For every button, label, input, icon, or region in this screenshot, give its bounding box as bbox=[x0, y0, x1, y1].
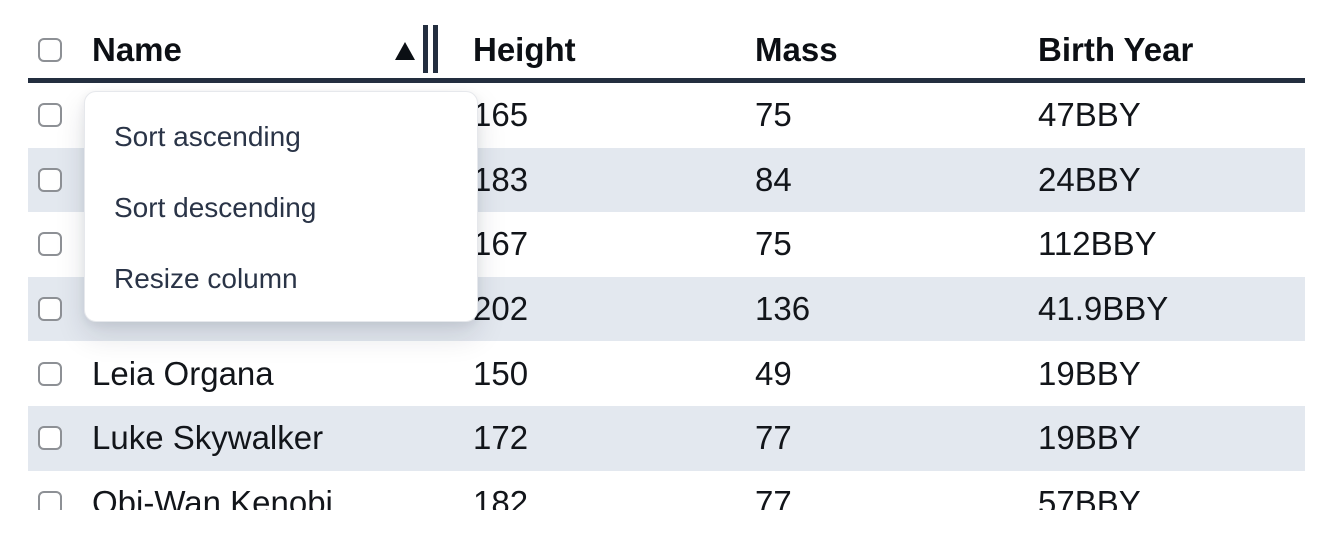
table-row[interactable]: Luke Skywalker 172 77 19BBY bbox=[28, 405, 1305, 471]
cell-height: 172 bbox=[473, 419, 529, 457]
cell-mass: 77 bbox=[755, 483, 792, 510]
cell-birth-year: 57BBY bbox=[1038, 483, 1141, 510]
sort-ascending-icon bbox=[395, 42, 415, 60]
row-checkbox[interactable] bbox=[38, 103, 62, 128]
table-header-row: Name Height Mass Birth Year bbox=[28, 0, 1305, 83]
row-checkbox[interactable] bbox=[38, 167, 62, 192]
cell-height: 202 bbox=[473, 290, 529, 328]
resize-bar-icon bbox=[423, 25, 428, 73]
row-checkbox[interactable] bbox=[38, 232, 62, 257]
cell-mass: 75 bbox=[755, 96, 792, 134]
menu-item-sort-descending[interactable]: Sort descending bbox=[114, 191, 317, 223]
characters-table: Name Height Mass Birth Year 165 75 47BBY bbox=[28, 0, 1305, 510]
table-row[interactable]: 167 75 112BBY bbox=[28, 212, 1305, 277]
cell-birth-year: 24BBY bbox=[1038, 160, 1141, 198]
table-row[interactable]: Obi-Wan Kenobi 182 77 57BBY bbox=[28, 471, 1305, 510]
resize-bar-icon bbox=[433, 25, 438, 73]
cell-birth-year: 19BBY bbox=[1038, 354, 1141, 392]
column-resize-handle[interactable] bbox=[423, 25, 438, 73]
menu-item-resize-column[interactable]: Resize column bbox=[114, 262, 298, 294]
cell-name: Obi-Wan Kenobi bbox=[92, 483, 333, 510]
cell-mass: 49 bbox=[755, 354, 792, 392]
cell-height: 165 bbox=[473, 96, 529, 134]
cell-height: 182 bbox=[473, 483, 529, 510]
cell-height: 150 bbox=[473, 354, 529, 392]
select-all-checkbox[interactable] bbox=[38, 38, 62, 62]
row-select-cell bbox=[28, 361, 78, 386]
cell-mass: 136 bbox=[755, 290, 811, 328]
table-row[interactable]: 202 136 41.9BBY bbox=[28, 276, 1305, 342]
column-header-mass[interactable]: Mass bbox=[755, 31, 838, 68]
menu-item-sort-ascending[interactable]: Sort ascending bbox=[114, 120, 301, 152]
table-row[interactable]: Leia Organa 150 49 19BBY bbox=[28, 341, 1305, 406]
cell-birth-year: 112BBY bbox=[1038, 225, 1157, 263]
row-checkbox[interactable] bbox=[38, 297, 62, 322]
column-header-birth-year[interactable]: Birth Year bbox=[1038, 31, 1194, 68]
row-select-cell bbox=[28, 426, 78, 451]
row-checkbox[interactable] bbox=[38, 490, 62, 510]
cell-mass: 84 bbox=[755, 160, 792, 198]
select-all-cell bbox=[28, 38, 78, 62]
cell-height: 167 bbox=[473, 225, 529, 263]
cell-birth-year: 19BBY bbox=[1038, 419, 1141, 457]
cell-name: Leia Organa bbox=[92, 354, 274, 392]
cell-mass: 75 bbox=[755, 225, 792, 263]
row-select-cell bbox=[28, 297, 78, 322]
column-header-menu: Sort ascending Sort descending Resize co… bbox=[84, 91, 478, 322]
table-body: 165 75 47BBY 183 84 24BBY 167 75 112BBY bbox=[28, 83, 1305, 510]
cell-birth-year: 41.9BBY bbox=[1038, 290, 1169, 328]
cell-birth-year: 47BBY bbox=[1038, 96, 1141, 134]
row-checkbox[interactable] bbox=[38, 361, 62, 386]
table-row[interactable]: 165 75 47BBY bbox=[28, 83, 1305, 148]
row-select-cell bbox=[28, 232, 78, 257]
row-select-cell bbox=[28, 490, 78, 510]
row-select-cell bbox=[28, 167, 78, 192]
column-header-height[interactable]: Height bbox=[473, 31, 576, 68]
cell-name: Luke Skywalker bbox=[92, 419, 324, 457]
cell-mass: 77 bbox=[755, 419, 792, 457]
row-select-cell bbox=[28, 103, 78, 128]
row-checkbox[interactable] bbox=[38, 426, 62, 451]
column-header-name[interactable]: Name bbox=[92, 31, 182, 68]
cell-height: 183 bbox=[473, 160, 529, 198]
